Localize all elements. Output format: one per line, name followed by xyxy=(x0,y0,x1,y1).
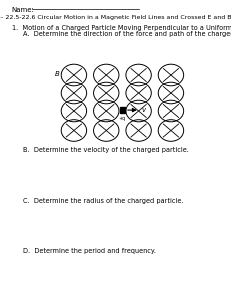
Text: 1.  Motion of a Charged Particle Moving Perpendicular to a Uniform Magnetic Fiel: 1. Motion of a Charged Particle Moving P… xyxy=(12,25,231,31)
Text: Name:: Name: xyxy=(12,8,34,14)
Text: v: v xyxy=(141,107,146,113)
Text: C.  Determine the radius of the charged particle.: C. Determine the radius of the charged p… xyxy=(23,198,184,204)
Text: A.  Determine the direction of the force and path of the charged particle.: A. Determine the direction of the force … xyxy=(23,31,231,37)
Text: B.  Determine the velocity of the charged particle.: B. Determine the velocity of the charged… xyxy=(23,147,189,153)
Text: B: B xyxy=(55,71,60,77)
Text: D.  Determine the period and frequency.: D. Determine the period and frequency. xyxy=(23,248,156,254)
Text: Notes – 22.5-22.6 Circular Motion in a Magnetic Field Lines and Crossed E and B : Notes – 22.5-22.6 Circular Motion in a M… xyxy=(0,15,231,20)
Text: +q: +q xyxy=(119,116,126,121)
Bar xyxy=(120,107,125,113)
